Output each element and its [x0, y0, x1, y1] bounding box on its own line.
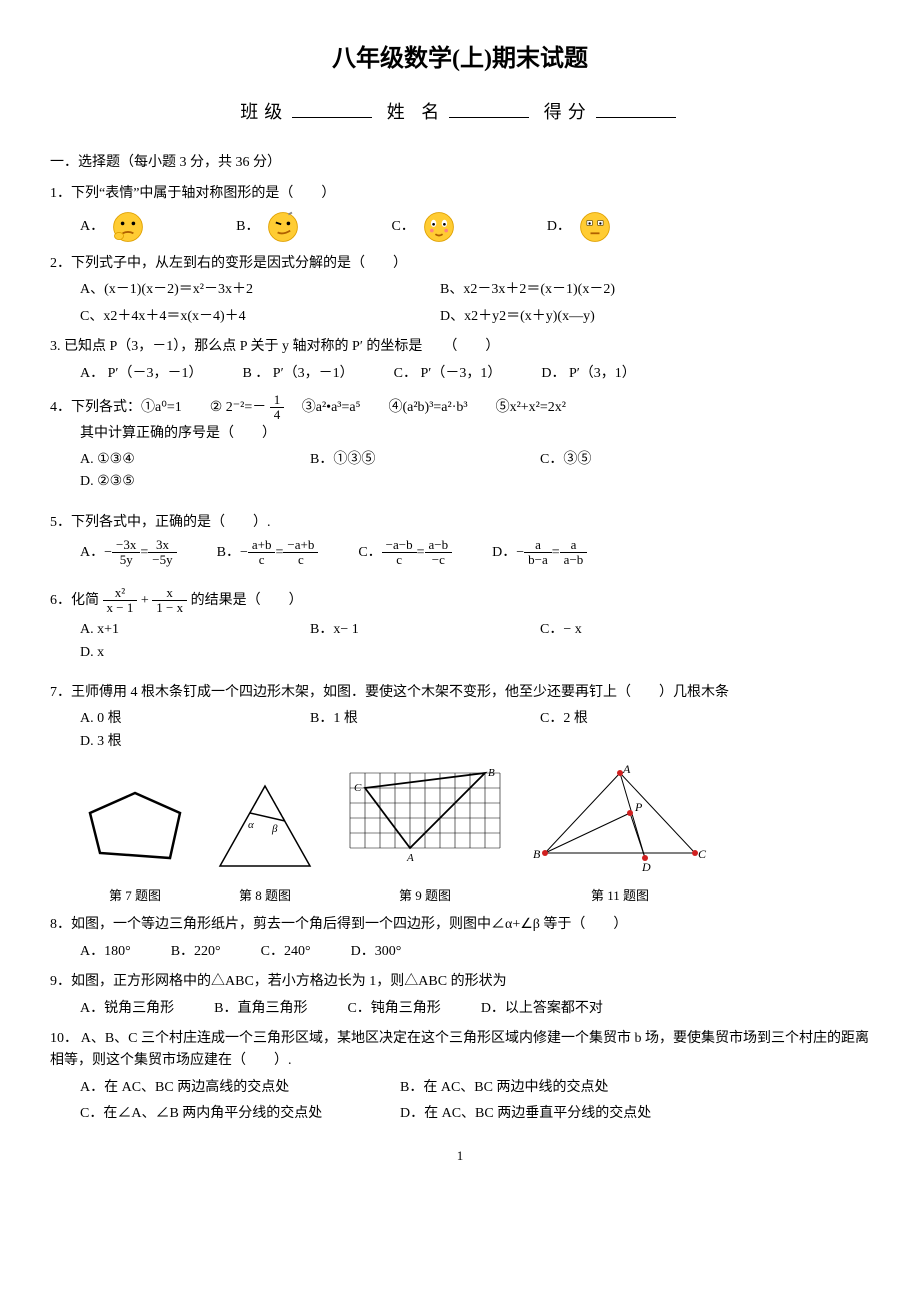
fig-q9: A B C 第 9 题图: [340, 763, 510, 906]
q6-opt-c: C．− x: [540, 619, 730, 641]
q1-opt-d: D．: [547, 209, 613, 245]
q10-opt-c: C．在∠A、∠B 两内角平分线的交点处: [80, 1103, 360, 1125]
q4-line2: 其中计算正确的序号是（ ）: [80, 423, 870, 445]
q9-opt-a: A．锐角三角形: [80, 998, 174, 1020]
q10-opt-a: A．在 AC、BC 两边高线的交点处: [80, 1077, 360, 1099]
q2-opt-b: B、x2－3x＋2＝(x－1)(x－2): [440, 279, 615, 301]
q6-opt-b: B．x− 1: [310, 619, 500, 641]
svg-text:P: P: [634, 800, 643, 814]
q6-text-pre: 6．化简: [50, 593, 99, 608]
q4-opt-b: B．①③⑤: [310, 449, 500, 471]
quadrilateral-icon: [80, 783, 190, 873]
score-label: 得分: [544, 102, 592, 122]
q5-opt-d: D． − ab−a = aa−b: [492, 538, 587, 568]
q7-opt-d: D. 3 根: [80, 731, 270, 753]
q5-opt-a: A． − −3x5y = 3x−5y: [80, 538, 177, 568]
question-1: 1．下列“表情”中属于轴对称图形的是（ ） A． B． C． D．: [50, 183, 870, 245]
question-10: 10． A、B、C 三个村庄连成一个三角形区域，某地区决定在这个三角形区域内修建…: [50, 1028, 870, 1126]
fig-q11: A B C P D 第 11 题图: [530, 763, 710, 906]
question-2: 2．下列式子中，从左到右的变形是因式分解的是（ ） A、(x－1)(x－2)＝x…: [50, 253, 870, 328]
student-info-line: 班级 姓 名 得分: [50, 98, 870, 127]
q9-opt-c: C．钝角三角形: [347, 998, 440, 1020]
q2-opt-c: C、x2＋4x＋4＝x(x－4)＋4: [80, 306, 400, 328]
emoji-thinking-icon: [110, 209, 146, 245]
q10-opt-d: D．在 AC、BC 两边垂直平分线的交点处: [400, 1103, 651, 1125]
svg-text:A: A: [406, 852, 414, 864]
emoji-neutral-icon: [577, 209, 613, 245]
q10-opt-b: B．在 AC、BC 两边中线的交点处: [400, 1077, 608, 1099]
svg-text:A: A: [622, 763, 631, 776]
q3-opt-a: A． P′（－3，－1）: [80, 363, 202, 385]
q7-opt-b: B．1 根: [310, 708, 500, 730]
q9-text: 9．如图，正方形网格中的△ABC，若小方格边长为 1，则△ABC 的形状为: [50, 974, 507, 989]
svg-text:C: C: [354, 782, 362, 794]
name-label: 姓 名: [387, 102, 446, 122]
svg-text:α: α: [248, 819, 254, 831]
q8-opt-d: D．300°: [351, 941, 402, 963]
class-blank[interactable]: [292, 99, 372, 118]
emoji-blush-icon: [421, 209, 457, 245]
question-9: 9．如图，正方形网格中的△ABC，若小方格边长为 1，则△ABC 的形状为 A．…: [50, 971, 870, 1020]
q1-text: 1．下列“表情”中属于轴对称图形的是（ ）: [50, 186, 335, 201]
question-3: 3. 已知点 P（3，－1），那么点 P 关于 y 轴对称的 P′ 的坐标是 （…: [50, 336, 870, 385]
q4-opt-c: C．③⑤: [540, 449, 730, 471]
q7-text: 7．王师傅用 4 根木条钉成一个四边形木架，如图．要使这个木架不变形，他至少还要…: [50, 685, 729, 700]
q2-opt-d: D、x2＋y2＝(x＋y)(x—y): [440, 306, 595, 328]
cut-triangle-icon: α β: [210, 778, 320, 873]
svg-text:D: D: [641, 860, 651, 873]
triangle-points-icon: A B C P D: [530, 763, 710, 873]
figures-row: 第 7 题图 α β 第 8 题图 A B C 第 9 题图: [80, 763, 870, 906]
q8-opt-b: B．220°: [171, 941, 221, 963]
fig-q7: 第 7 题图: [80, 783, 190, 906]
q3-opt-b: B ． P′（3，－1）: [242, 363, 353, 385]
q4-opt-a: A. ①③④: [80, 449, 270, 471]
svg-text:B: B: [533, 847, 541, 861]
q6-text-post: 的结果是（ ）: [191, 593, 303, 608]
svg-text:β: β: [271, 823, 278, 835]
q5-opt-b: B． − a+bc = −a+bc: [217, 538, 319, 568]
svg-text:B: B: [488, 767, 495, 779]
q9-opt-d: D．以上答案都不对: [481, 998, 603, 1020]
question-8: 8．如图，一个等边三角形纸片，剪去一个角后得到一个四边形，则图中∠α+∠β 等于…: [50, 914, 870, 963]
fig-q8: α β 第 8 题图: [210, 778, 320, 906]
q7-opt-c: C．2 根: [540, 708, 730, 730]
svg-text:C: C: [698, 847, 707, 861]
q4-text-pre: 4．下列各式：①a⁰=1 ② 2⁻²=－: [50, 400, 266, 415]
grid-triangle-icon: A B C: [340, 763, 510, 873]
question-5: 5．下列各式中，正确的是（ ）. A． − −3x5y = 3x−5y B． −…: [50, 512, 870, 568]
q4-text-post: ③a²•a³=a⁵ ④(a²b)³=a²·b³ ⑤x²+x²=2x²: [288, 400, 566, 415]
name-blank[interactable]: [449, 99, 529, 118]
q7-opt-a: A. 0 根: [80, 708, 270, 730]
q10-text: 10． A、B、C 三个村庄连成一个三角形区域，某地区决定在这个三角形区域内修建…: [50, 1031, 869, 1068]
q1-opt-b: B．: [236, 209, 301, 245]
q6-opt-a: A. x+1: [80, 619, 270, 641]
question-6: 6．化简 x²x − 1 + x1 − x 的结果是（ ） A. x+1 B．x…: [50, 586, 870, 664]
emoji-smirk-icon: [265, 209, 301, 245]
q4-fraction: 14: [270, 393, 285, 423]
q3-text: 3. 已知点 P（3，－1），那么点 P 关于 y 轴对称的 P′ 的坐标是 （…: [50, 339, 499, 354]
question-4: 4．下列各式：①a⁰=1 ② 2⁻²=－ 14 ③a²•a³=a⁵ ④(a²b)…: [50, 393, 870, 494]
q8-opt-a: A．180°: [80, 941, 131, 963]
class-label: 班级: [240, 102, 288, 122]
q6-opt-d: D. x: [80, 642, 270, 664]
q2-opt-a: A、(x－1)(x－2)＝x²－3x＋2: [80, 279, 400, 301]
q1-opt-a: A．: [80, 209, 146, 245]
q4-opt-d: D. ②③⑤: [80, 471, 270, 493]
score-blank[interactable]: [596, 99, 676, 118]
q9-opt-b: B．直角三角形: [214, 998, 307, 1020]
q5-text: 5．下列各式中，正确的是（ ）.: [50, 515, 271, 530]
q8-text: 8．如图，一个等边三角形纸片，剪去一个角后得到一个四边形，则图中∠α+∠β 等于…: [50, 917, 627, 932]
page-number: 1: [50, 1146, 870, 1167]
question-7: 7．王师傅用 4 根木条钉成一个四边形木架，如图．要使这个木架不变形，他至少还要…: [50, 682, 870, 753]
q5-opt-c: C． −a−bc = a−b−c: [358, 538, 452, 568]
q3-opt-d: D． P′（3，1）: [541, 363, 635, 385]
q8-opt-c: C．240°: [261, 941, 311, 963]
page-title: 八年级数学(上)期末试题: [50, 40, 870, 78]
q1-opt-c: C．: [391, 209, 456, 245]
q3-opt-c: C． P′（－3，1）: [394, 363, 502, 385]
q2-text: 2．下列式子中，从左到右的变形是因式分解的是（ ）: [50, 256, 407, 271]
section-1-heading: 一．选择题（每小题 3 分，共 36 分）: [50, 152, 870, 174]
